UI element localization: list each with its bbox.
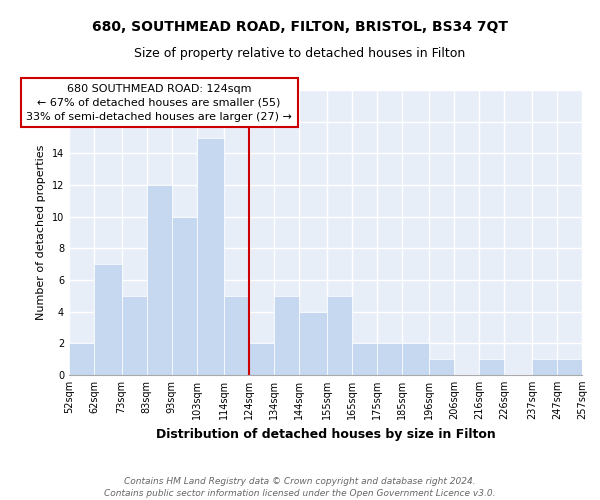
Y-axis label: Number of detached properties: Number of detached properties (36, 145, 46, 320)
Text: Size of property relative to detached houses in Filton: Size of property relative to detached ho… (134, 48, 466, 60)
Bar (557, 359, 582, 375)
Bar (172, 216, 197, 375)
Text: 680, SOUTHMEAD ROAD, FILTON, BRISTOL, BS34 7QT: 680, SOUTHMEAD ROAD, FILTON, BRISTOL, BS… (92, 20, 508, 34)
Bar (377, 344, 402, 375)
Bar (532, 359, 557, 375)
Text: 680 SOUTHMEAD ROAD: 124sqm
← 67% of detached houses are smaller (55)
33% of semi: 680 SOUTHMEAD ROAD: 124sqm ← 67% of deta… (26, 84, 292, 122)
Bar (430, 359, 454, 375)
Bar (224, 296, 249, 375)
Bar (402, 344, 430, 375)
Bar (327, 296, 352, 375)
Bar (352, 344, 377, 375)
Bar (249, 344, 274, 375)
Bar (197, 138, 224, 375)
Bar (146, 185, 172, 375)
Bar (479, 359, 505, 375)
Bar (274, 296, 299, 375)
Bar (299, 312, 327, 375)
Bar (122, 296, 146, 375)
Bar (94, 264, 122, 375)
Bar (69, 344, 94, 375)
Text: Contains HM Land Registry data © Crown copyright and database right 2024.
Contai: Contains HM Land Registry data © Crown c… (104, 476, 496, 498)
X-axis label: Distribution of detached houses by size in Filton: Distribution of detached houses by size … (155, 428, 496, 440)
